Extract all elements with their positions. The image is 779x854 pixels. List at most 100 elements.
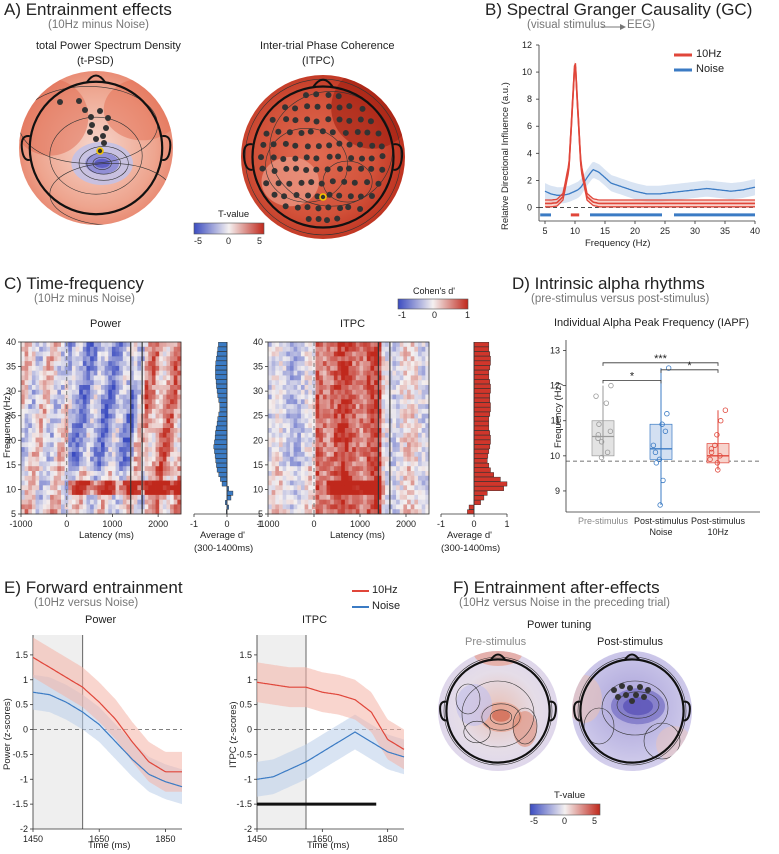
tf-cell bbox=[352, 399, 357, 405]
tf-cell bbox=[297, 361, 302, 367]
tf-cell bbox=[137, 504, 142, 510]
iapf-point bbox=[714, 432, 720, 438]
itpc-electrode bbox=[357, 141, 364, 148]
tf-cell bbox=[304, 394, 309, 400]
tf-cell bbox=[268, 475, 273, 481]
tf-cell bbox=[101, 471, 106, 477]
tf-cell bbox=[28, 365, 33, 372]
tf-cell bbox=[151, 418, 156, 424]
tf-cell bbox=[104, 490, 109, 496]
tf-cell bbox=[170, 389, 175, 395]
tf-cell bbox=[115, 442, 120, 448]
tf-cell bbox=[86, 466, 91, 472]
tf-cell bbox=[119, 385, 124, 391]
tf-cell bbox=[177, 342, 182, 348]
tf-cell bbox=[374, 471, 379, 477]
tf-cell bbox=[111, 389, 116, 395]
tf-cell bbox=[341, 423, 346, 429]
tf-cell bbox=[282, 408, 287, 415]
tf-cell bbox=[141, 499, 146, 505]
tf-cell bbox=[308, 499, 313, 505]
tf-cell bbox=[53, 380, 58, 386]
tf-cell bbox=[326, 380, 331, 386]
tf-cell bbox=[366, 361, 371, 367]
tf-cell bbox=[148, 466, 153, 472]
tf-cell bbox=[275, 351, 280, 357]
tf-cell bbox=[86, 480, 91, 486]
tf-cell bbox=[75, 456, 80, 462]
itpc-electrode bbox=[375, 130, 382, 137]
tf-cell bbox=[68, 365, 73, 372]
tf-cell bbox=[133, 361, 138, 367]
tf-cell bbox=[352, 485, 357, 491]
tf-cell bbox=[268, 437, 273, 443]
tf-cell bbox=[166, 485, 171, 491]
tf-cell bbox=[68, 471, 73, 477]
tf-cell bbox=[407, 423, 412, 429]
tf-cell bbox=[410, 442, 415, 448]
tf-cell bbox=[166, 490, 171, 496]
tf-cell bbox=[159, 432, 164, 438]
tf-cell bbox=[271, 447, 276, 453]
fe-power-10hz-line bbox=[32, 656, 182, 773]
tf-cell bbox=[75, 447, 80, 453]
tf-cell bbox=[370, 485, 375, 491]
tf-cell bbox=[403, 351, 408, 357]
tf-cell bbox=[97, 456, 102, 462]
tf-cell bbox=[35, 442, 40, 448]
tf-cell bbox=[396, 432, 401, 438]
bar-itpc-bar bbox=[473, 453, 489, 459]
tf-cell bbox=[311, 423, 316, 429]
tf-cell bbox=[82, 461, 87, 467]
tf-cell bbox=[115, 375, 120, 381]
bar-itpc-xlabel: Average d' bbox=[447, 530, 492, 541]
tf-cell bbox=[385, 437, 390, 443]
tf-cell bbox=[130, 442, 135, 448]
tf-cell bbox=[352, 394, 357, 400]
itpc-electrode bbox=[313, 155, 320, 162]
tf-cell bbox=[111, 404, 116, 410]
tf-cell bbox=[97, 423, 102, 429]
tf-cell bbox=[82, 451, 87, 458]
tf-cell bbox=[366, 451, 371, 458]
tf-cell bbox=[352, 471, 357, 477]
tf-cell bbox=[82, 346, 87, 352]
tf-cell bbox=[104, 504, 109, 510]
tf-cell bbox=[359, 456, 364, 462]
tf-cell bbox=[162, 404, 167, 410]
tf-cell bbox=[385, 351, 390, 357]
tf-cell bbox=[39, 480, 44, 486]
tf-cell bbox=[50, 461, 55, 467]
tf-cell bbox=[21, 428, 26, 434]
tf-cell bbox=[111, 380, 116, 386]
tf-cell bbox=[322, 394, 327, 400]
tf-cell bbox=[319, 466, 324, 472]
tf-cell bbox=[352, 447, 357, 453]
tf-cell bbox=[366, 471, 371, 477]
tf-cell bbox=[104, 356, 109, 362]
tf-cell bbox=[177, 408, 182, 415]
tf-cell bbox=[330, 361, 335, 367]
tf-cell bbox=[341, 480, 346, 486]
tf-cell bbox=[115, 490, 120, 496]
tf-cell bbox=[86, 451, 91, 458]
tf-cell bbox=[348, 432, 353, 438]
tf-cell bbox=[370, 480, 375, 486]
tf-cell bbox=[144, 356, 149, 362]
tf-cell bbox=[348, 346, 353, 352]
tf-cell bbox=[75, 404, 80, 410]
tf-cell bbox=[396, 475, 401, 481]
tf-cell bbox=[268, 480, 273, 486]
itpc-electrode bbox=[324, 166, 331, 173]
tf-cell bbox=[425, 342, 430, 348]
tf-cell bbox=[374, 380, 379, 386]
itpc-electrode bbox=[313, 91, 320, 98]
tf-cell bbox=[392, 385, 397, 391]
tf-cell bbox=[79, 504, 84, 510]
tf-cell bbox=[115, 342, 120, 348]
panel-b-xtick-label: 35 bbox=[720, 226, 730, 236]
tf-cell bbox=[319, 413, 324, 419]
tf-cell bbox=[403, 389, 408, 395]
tf-cell bbox=[39, 485, 44, 491]
tf-cell bbox=[344, 380, 349, 386]
